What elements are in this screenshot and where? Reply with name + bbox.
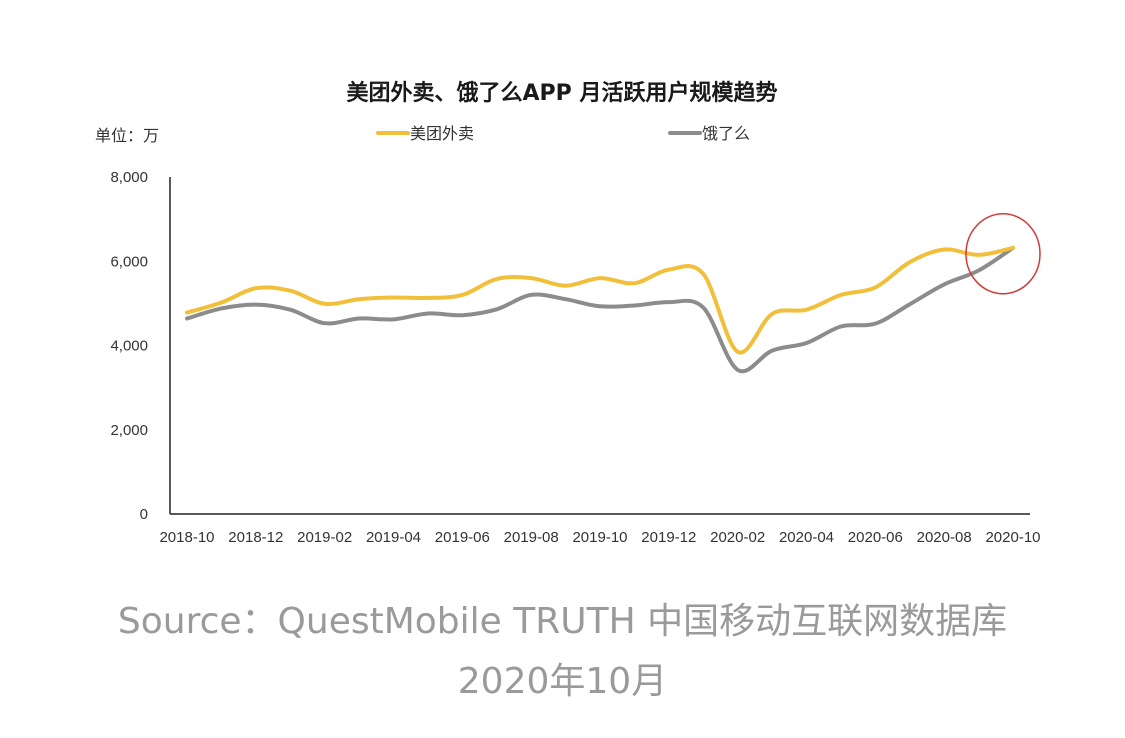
y-tick-label: 2,000 — [110, 422, 148, 439]
source-text: Source：QuestMobile TRUTH 中国移动互联网数据库 — [117, 601, 1008, 642]
x-tick-label: 2018-12 — [228, 529, 283, 546]
highlight-group — [965, 213, 1041, 295]
y-tick-label: 6,000 — [110, 253, 148, 270]
legend-label-eleme: 饿了么 — [702, 124, 750, 143]
axes: 0 2,000 4,000 6,000 8,000 2018-10 2018-12 2019… — [110, 169, 1040, 546]
legend: 美团外卖 饿了么 — [376, 124, 750, 143]
y-tick-label: 0 — [140, 506, 148, 523]
x-tick-label: 2020-10 — [985, 529, 1040, 546]
x-tick-label: 2019-04 — [366, 529, 421, 546]
x-tick-label: 2019-12 — [641, 529, 696, 546]
y-tick-label: 8,000 — [110, 169, 148, 186]
series-group — [185, 245, 1015, 374]
y-tick-label: 4,000 — [110, 338, 148, 355]
x-tick-label: 2019-08 — [504, 529, 559, 546]
x-tick-label: 2020-08 — [917, 529, 972, 546]
series-line-eleme — [185, 245, 1015, 374]
x-tick-label: 2019-06 — [435, 529, 490, 546]
x-tick-label: 2020-02 — [710, 529, 765, 546]
x-tick-label: 2018-10 — [159, 529, 214, 546]
source-date: 2020年10月 — [457, 661, 668, 702]
legend-label-meituan: 美团外卖 — [410, 124, 474, 143]
highlight-circle — [965, 213, 1041, 295]
y-axis-ticks: 0 2,000 4,000 6,000 8,000 — [110, 169, 148, 523]
unit-label: 单位：万 — [95, 126, 159, 145]
x-tick-label: 2020-04 — [779, 529, 834, 546]
chart-title: 美团外卖、饿了么APP 月活跃用户规模趋势 — [347, 80, 778, 106]
x-axis-ticks: 2018-10 2018-12 2019-02 2019-04 2019-06 2019-… — [159, 529, 1040, 546]
x-tick-label: 2020-06 — [848, 529, 903, 546]
x-tick-label: 2019-10 — [572, 529, 627, 546]
series-line-meituan — [185, 245, 1015, 355]
x-tick-label: 2019-02 — [297, 529, 352, 546]
